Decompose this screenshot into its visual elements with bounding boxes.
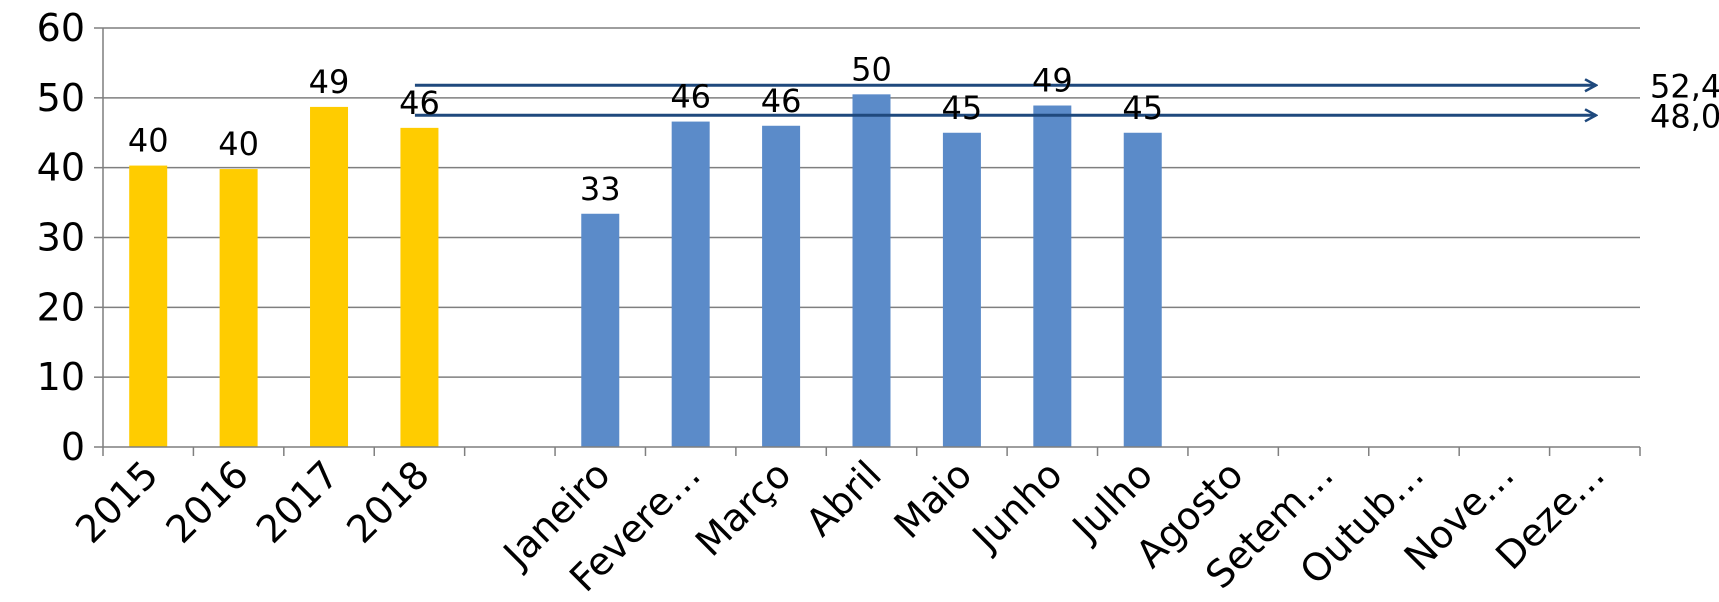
data-label: 45 bbox=[942, 89, 983, 127]
data-label: 50 bbox=[851, 50, 892, 88]
bar bbox=[1123, 132, 1162, 447]
bar bbox=[671, 121, 710, 448]
x-category-label: Março bbox=[687, 452, 799, 564]
bar bbox=[852, 94, 891, 447]
y-tick-label: 60 bbox=[37, 6, 85, 50]
x-category-label: Maio bbox=[886, 452, 981, 547]
reference-line-label: 52,43 bbox=[1650, 67, 1719, 105]
bar bbox=[942, 132, 981, 447]
bar bbox=[1033, 105, 1072, 447]
reference-line-label: 48,00 bbox=[1650, 97, 1719, 135]
y-tick-label: 0 bbox=[61, 425, 85, 469]
data-label: 46 bbox=[670, 78, 711, 116]
data-label: 49 bbox=[1032, 62, 1073, 100]
x-category-label: Abril bbox=[797, 452, 890, 545]
data-label: 40 bbox=[128, 122, 169, 160]
axes bbox=[94, 27, 1641, 456]
bar bbox=[581, 213, 620, 447]
data-label: 49 bbox=[309, 63, 350, 101]
bar bbox=[129, 165, 168, 448]
y-tick-label: 10 bbox=[37, 355, 85, 399]
x-category-label: Junho bbox=[963, 452, 1071, 560]
data-label: 46 bbox=[399, 84, 440, 122]
x-category-label: 2018 bbox=[338, 452, 438, 552]
x-category-label: 2017 bbox=[248, 452, 348, 552]
bar bbox=[400, 127, 439, 447]
x-category-label: 2016 bbox=[157, 452, 257, 552]
data-label: 40 bbox=[218, 125, 259, 163]
y-tick-label: 50 bbox=[37, 76, 85, 120]
data-label: 45 bbox=[1122, 89, 1163, 127]
bar bbox=[762, 125, 801, 448]
bar bbox=[219, 169, 258, 447]
reference-lines bbox=[414, 85, 1596, 115]
bar bbox=[310, 106, 349, 447]
bars bbox=[129, 94, 1162, 448]
y-tick-label: 20 bbox=[37, 285, 85, 329]
y-tick-label: 30 bbox=[37, 216, 85, 260]
y-tick-label: 40 bbox=[37, 146, 85, 190]
data-label: 46 bbox=[761, 82, 802, 120]
data-label: 33 bbox=[580, 170, 621, 208]
